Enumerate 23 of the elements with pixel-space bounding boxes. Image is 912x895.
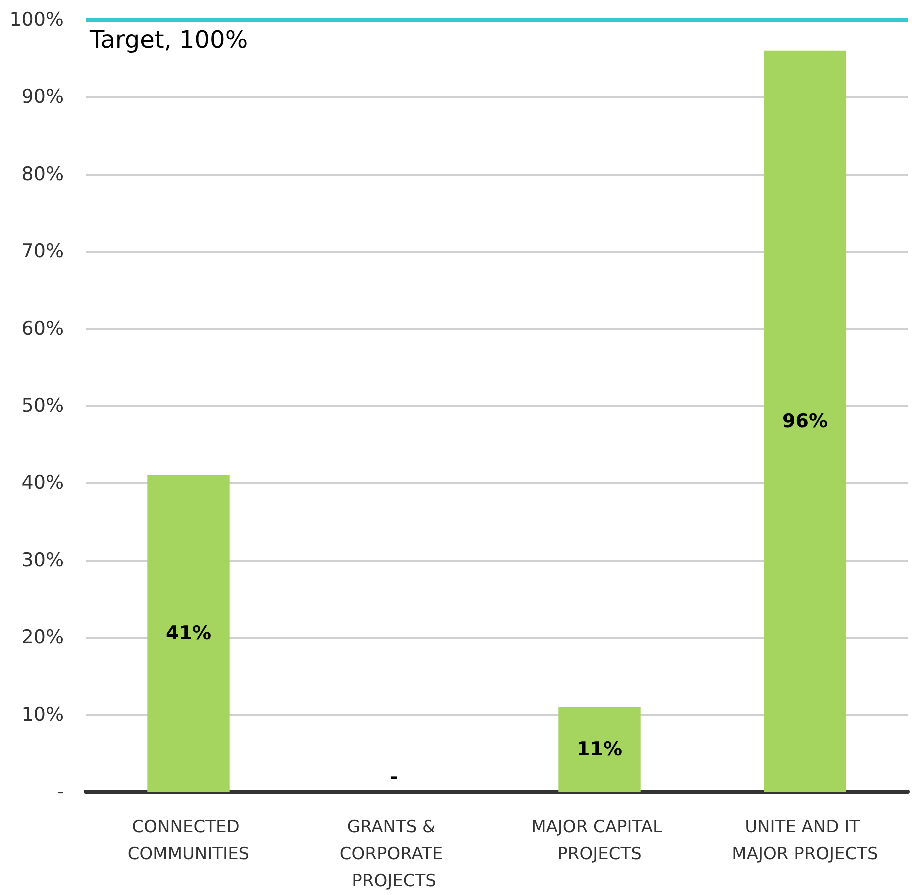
ref-line-label: Target, 100% [89,26,248,54]
bar [764,50,846,792]
y-tick-label: 60% [22,318,64,340]
y-tick-label: 10% [22,704,64,726]
data-label: 96% [782,410,828,432]
y-tick-label: 80% [22,163,64,186]
y-tick-label: 90% [22,86,64,108]
y-tick-label: - [57,781,64,803]
y-tick-label: 30% [22,549,64,572]
x-tick-label: MAJOR CAPITAL PROJECTS [532,818,668,864]
x-tick-label: CONNECTED COMMUNITIES [128,818,250,864]
bar [558,707,641,792]
y-tick-label: 40% [22,472,64,494]
y-tick-label: 20% [22,626,64,649]
y-tick-label: 70% [22,240,64,263]
data-label: 41% [166,622,212,645]
data-label: - [390,766,398,788]
bar [148,475,230,792]
x-tick-label: GRANTS & CORPORATE PROJECTS [340,818,449,892]
data-label: 11% [577,738,622,761]
y-tick-label: 100% [10,9,64,31]
x-tick-label: UNITE AND IT MAJOR PROJECTS [732,818,878,864]
y-tick-label: 50% [22,395,64,417]
